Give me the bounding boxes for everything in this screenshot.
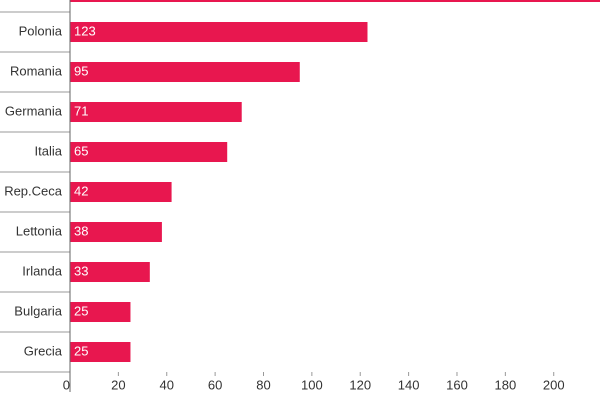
x-tick-label: 140 [398, 377, 420, 392]
value-label: 123 [74, 23, 96, 38]
x-tick-label: 100 [301, 377, 323, 392]
value-label: 65 [74, 143, 88, 158]
y-tick-label: Romania [10, 63, 63, 78]
x-tick-label: 160 [446, 377, 468, 392]
value-label: 25 [74, 303, 88, 318]
x-tick-label: 180 [494, 377, 516, 392]
y-tick-label: Germania [5, 103, 63, 118]
x-tick-label: 80 [256, 377, 270, 392]
bar [70, 342, 131, 362]
bar [70, 262, 150, 282]
y-tick-label: Rep.Ceca [4, 183, 63, 198]
y-tick-label: Italia [35, 143, 63, 158]
value-label: 42 [74, 183, 88, 198]
value-label: 25 [74, 343, 88, 358]
value-label: 38 [74, 223, 88, 238]
bar [70, 302, 131, 322]
x-tick-label: 120 [349, 377, 371, 392]
value-label: 71 [74, 103, 88, 118]
x-tick-label: 200 [543, 377, 565, 392]
y-tick-label: Polonia [19, 23, 63, 38]
y-tick-label: Grecia [24, 343, 63, 358]
x-tick-label: 40 [160, 377, 174, 392]
x-tick-label: 0 [63, 377, 70, 392]
y-tick-label: Lettonia [16, 223, 63, 238]
value-label: 95 [74, 63, 88, 78]
y-tick-label: Bulgaria [14, 303, 62, 318]
bar [70, 0, 600, 2]
value-label: 33 [74, 263, 88, 278]
x-tick-label: 60 [208, 377, 222, 392]
y-tick-label: Irlanda [22, 263, 63, 278]
bar [70, 22, 368, 42]
bar [70, 142, 228, 162]
bar [70, 62, 300, 82]
bar [70, 222, 162, 242]
x-tick-label: 20 [111, 377, 125, 392]
bar [70, 182, 172, 202]
bar [70, 102, 242, 122]
